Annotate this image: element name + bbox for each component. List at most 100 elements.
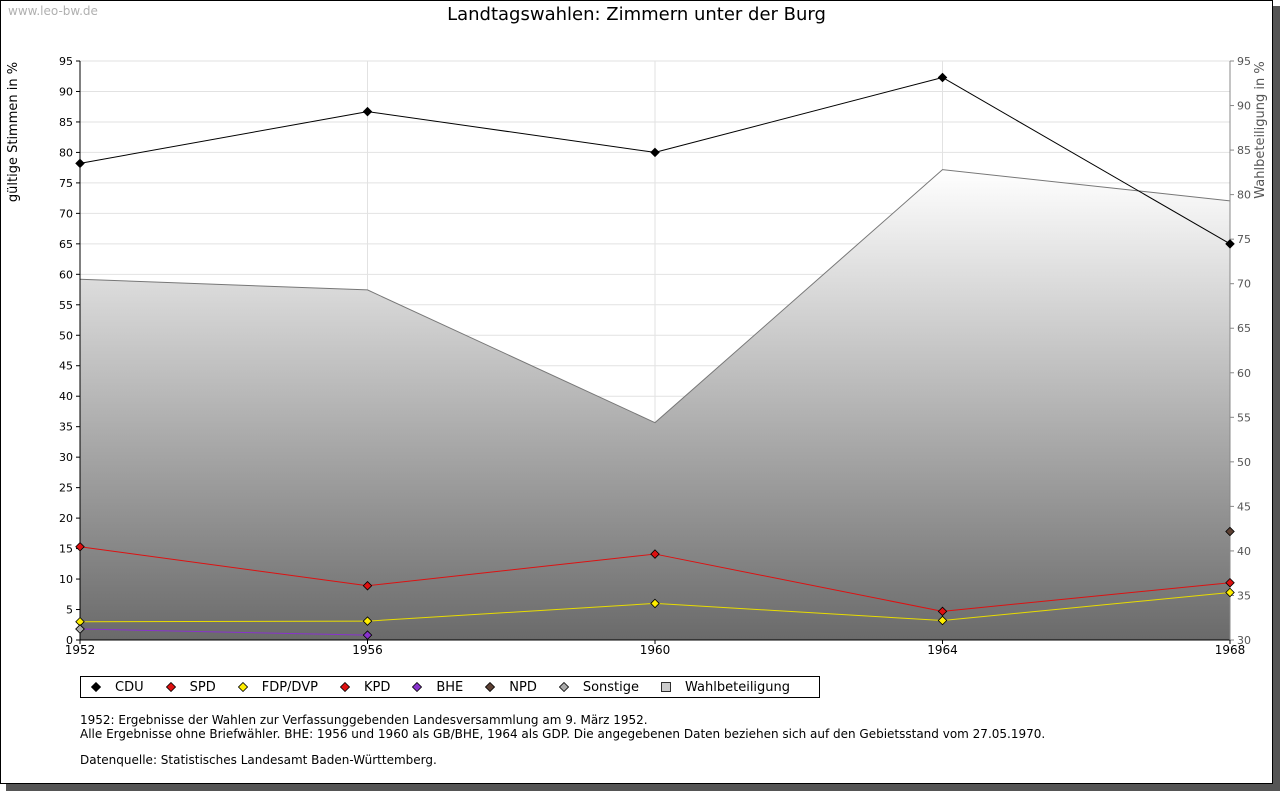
data-point-cdu [937, 72, 948, 83]
y-tick-label: 20 [59, 512, 73, 525]
y-tick-label: 30 [59, 451, 73, 464]
y2-tick-label: 75 [1237, 233, 1251, 246]
legend-item-spd: SPD [165, 679, 216, 695]
y2-tick-label: 55 [1237, 411, 1251, 424]
note-line-1: 1952: Ergebnisse der Wahlen zur Verfassu… [80, 713, 648, 727]
y-tick-label: 55 [59, 299, 73, 312]
data-point-bhe [362, 630, 373, 640]
series-layer [75, 72, 1235, 640]
y-tick-label: 60 [59, 268, 73, 281]
y2-tick-label: 70 [1237, 278, 1251, 291]
y2-tick-label: 90 [1237, 100, 1251, 113]
watermark: www.leo-bw.de [8, 4, 98, 18]
data-point-npd [1225, 526, 1235, 537]
legend-marker-sonstige [558, 682, 569, 692]
legend-label-spd: SPD [189, 679, 216, 695]
chart-title: Landtagswahlen: Zimmern unter der Burg [447, 4, 826, 25]
series-line-cdu [367, 111, 656, 153]
y2-tick-label: 45 [1237, 500, 1251, 513]
series-line-spd [942, 582, 1231, 612]
series-line-fdp-dvp [942, 591, 1231, 621]
y-tick-label: 0 [66, 634, 73, 647]
data-point-cdu [362, 106, 373, 117]
data-point-spd [1225, 577, 1235, 588]
series-line-fdp-dvp [79, 620, 368, 623]
legend-marker-wahlbeteiligung [661, 682, 671, 692]
data-point-fdp-dvp [1225, 587, 1235, 598]
legend-item-sonstige: Sonstige [558, 679, 640, 695]
data-point-cdu [75, 158, 85, 169]
y-tick-label: 90 [59, 85, 73, 98]
y-tick-label: 85 [59, 116, 73, 129]
legend-marker-kpd [339, 682, 350, 692]
legend-marker-npd [485, 682, 496, 692]
frame-shadow-right [1273, 6, 1280, 791]
y-tick-label: 10 [59, 573, 73, 586]
series-line-spd [367, 553, 656, 587]
line-chart: 0 5 10 15 20 25 30 35 40 45 50 55 60 65 70 75 80 85 90 95 30… [6, 55, 1268, 657]
series-line-cdu [654, 76, 943, 153]
y2-tick-label: 80 [1237, 189, 1251, 202]
series-line-bhe [79, 628, 368, 636]
data-point-spd [937, 606, 948, 617]
series-line-cdu [79, 111, 368, 164]
legend-item-bhe: BHE [412, 680, 463, 695]
data-point-fdp-dvp [362, 616, 373, 626]
data-point-spd [75, 541, 85, 552]
legend-item-npd: NPD [485, 680, 537, 695]
data-point-cdu [650, 147, 660, 158]
y-tick-label: 65 [59, 238, 73, 251]
turnout-area-layer [79, 169, 1231, 641]
y-tick-label: 45 [59, 360, 73, 373]
note-line-2: Alle Ergebnisse ohne Briefwähler. BHE: 1… [80, 727, 1046, 741]
legend-item-kpd: KPD [339, 679, 391, 695]
y-tick-label: 70 [59, 207, 73, 220]
legend-item-cdu: CDU [91, 680, 144, 695]
series-line-fdp-dvp [367, 602, 656, 622]
frame-shadow-bottom [6, 784, 1280, 791]
turnout-area [80, 169, 1230, 641]
y2-axis-label: Wahlbeteiligung in % [1253, 61, 1268, 198]
data-point-spd [362, 580, 373, 591]
data-point-sonstige [75, 624, 85, 634]
chart-notes: 1952: Ergebnisse der Wahlen zur Verfassu… [80, 713, 1045, 767]
series-line-spd [79, 546, 368, 587]
turnout-line [79, 169, 1231, 424]
x-tick-label: 1964 [927, 643, 958, 657]
y2-tick-label: 40 [1237, 545, 1251, 558]
y-tick-label: 25 [59, 482, 73, 495]
legend-label-wahlbeteiligung: Wahlbeteiligung [685, 679, 791, 695]
series-line-cdu [942, 77, 1231, 245]
y-tick-label: 50 [59, 329, 73, 342]
y-tick-label: 40 [59, 390, 73, 403]
series-line-fdp-dvp [654, 602, 943, 621]
legend-label-npd: NPD [509, 679, 537, 695]
legend-label-kpd: KPD [363, 679, 391, 695]
data-source: Datenquelle: Statistisches Landesamt Bad… [80, 753, 437, 767]
y-tick-label: 80 [59, 146, 73, 159]
legend-label-fdp-dvp: FDP/DVP [261, 679, 318, 695]
legend-marker-spd [165, 682, 176, 692]
data-point-fdp-dvp [650, 598, 660, 609]
legend-marker-fdp-dvp [237, 682, 248, 692]
y2-tick-label: 35 [1237, 589, 1251, 602]
legend-marker-cdu [91, 682, 101, 692]
chart-legend: CDU SPD FDP/DVP KPD BHE NPD Sonstige Wahlbeteil… [80, 676, 820, 698]
legend-label-bhe: BHE [436, 679, 464, 695]
y-tick-label: 95 [59, 55, 73, 68]
y2-tick-label: 85 [1237, 144, 1251, 157]
legend-label-cdu: CDU [115, 679, 144, 695]
y-tick-label: 15 [59, 543, 73, 556]
x-tick-label: 1952 [65, 643, 96, 657]
x-tick-label: 1960 [640, 643, 671, 657]
y2-tick-label: 65 [1237, 322, 1251, 335]
y-axis-label: gültige Stimmen in % [6, 62, 21, 202]
x-tick-label: 1956 [352, 643, 383, 657]
y-tick-label: 35 [59, 421, 73, 434]
x-tick-label: 1968 [1215, 643, 1246, 657]
data-point-fdp-dvp [937, 615, 948, 626]
legend-marker-bhe [412, 682, 423, 692]
legend-label-sonstige: Sonstige [582, 679, 640, 695]
series-line-spd [654, 553, 943, 612]
axis-layer: 0 5 10 15 20 25 30 35 40 45 50 55 60 65 70 75 80 85 90 95 30… [59, 55, 1251, 657]
